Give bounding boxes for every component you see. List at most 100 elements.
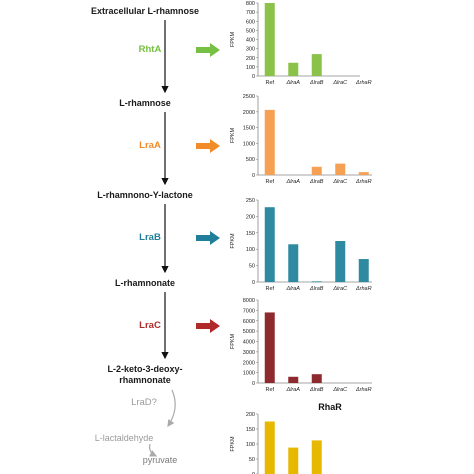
y-axis-label: FPKM — [230, 127, 236, 143]
y-tick-label: 800 — [246, 1, 255, 7]
bar-1 — [264, 207, 275, 282]
metabolite-rhamnose: L-rhamnose — [119, 98, 171, 108]
x-tick-label: Ref — [265, 179, 274, 185]
y-axis-label: FPKM — [230, 233, 236, 249]
enzyme-rhta-label: RhtA — [138, 44, 162, 55]
x-tick-label: ΔrhaR — [355, 286, 372, 292]
x-tick-label: ΔlraC — [332, 80, 347, 86]
y-tick-label: 7000 — [243, 308, 255, 314]
bar-2 — [288, 376, 299, 383]
y-tick-label: 1000 — [243, 141, 255, 147]
bar-5 — [358, 172, 369, 175]
y-tick-label: 600 — [246, 19, 255, 25]
y-tick-label: 400 — [246, 38, 255, 44]
bar-5 — [358, 259, 369, 282]
y-tick-label: 1500 — [243, 126, 255, 132]
x-tick-label: Ref — [265, 286, 274, 292]
enzyme-lrac-label: LraC — [139, 320, 161, 331]
y-tick-label: 2000 — [243, 110, 255, 116]
bar-3 — [311, 281, 322, 283]
x-tick-label: ΔrhaR — [355, 387, 372, 393]
y-tick-label: 200 — [246, 214, 255, 220]
y-tick-label: 500 — [246, 157, 255, 163]
x-tick-label: ΔlraB — [309, 80, 324, 86]
y-tick-label: 100 — [246, 247, 255, 253]
y-tick-label: 100 — [246, 65, 255, 71]
x-tick-label: ΔrhaR — [355, 80, 372, 86]
y-axis-label: FPKM — [230, 31, 236, 47]
bar-2 — [288, 447, 299, 474]
x-tick-label: ΔlraB — [309, 286, 324, 292]
bar-3 — [311, 374, 322, 383]
bar-2 — [288, 244, 299, 282]
y-tick-label: 8000 — [243, 298, 255, 304]
bar-1 — [264, 109, 275, 175]
y-tick-label: 1000 — [243, 371, 255, 377]
bar-4 — [335, 241, 346, 282]
y-tick-label: 500 — [246, 28, 255, 34]
chart-rhar-expression: 0 50 100 150 200 FPKM RhaR — [230, 402, 342, 474]
x-tick-label: ΔrhaR — [355, 179, 372, 185]
chart-title: RhaR — [318, 402, 342, 412]
x-tick-label: ΔlraC — [332, 179, 347, 185]
bar-3 — [311, 166, 322, 175]
x-tick-label: ΔlraB — [309, 179, 324, 185]
lrab-arrow-icon — [196, 231, 220, 245]
enzyme-lraa-label: LraA — [139, 140, 161, 151]
metabolite-keto-deoxy-line2: rhamnonate — [119, 375, 171, 385]
bar-3 — [311, 54, 322, 76]
y-tick-label: 6000 — [243, 319, 255, 325]
x-tick-label: ΔlraC — [332, 286, 347, 292]
y-tick-label: 0 — [252, 173, 255, 179]
lrac-arrow-icon — [196, 319, 220, 333]
x-tick-label: Ref — [265, 387, 274, 393]
y-tick-label: 0 — [252, 472, 255, 474]
x-tick-label: Ref — [265, 80, 274, 86]
metabolite-rhamnonate: L-rhamnonate — [114, 278, 175, 288]
bar-1 — [264, 421, 275, 474]
chart-lrac-expression: 0 1000 2000 3000 4000 5000 6000 7000 8000 FPKM Ref… — [230, 298, 372, 393]
y-tick-label: 200 — [246, 412, 255, 418]
enzyme-lrad-label: LraD? — [131, 397, 157, 408]
y-tick-label: 150 — [246, 231, 255, 237]
y-tick-label: 5000 — [243, 329, 255, 335]
y-tick-label: 50 — [249, 457, 255, 463]
y-tick-label: 250 — [246, 198, 255, 204]
rhta-arrow-icon — [196, 43, 220, 57]
y-tick-label: 4000 — [243, 340, 255, 346]
x-tick-label: ΔlraA — [286, 179, 301, 185]
x-tick-label: ΔlraC — [332, 387, 347, 393]
metabolite-pyruvate: pyruvate — [142, 455, 178, 465]
x-tick-label: ΔlraA — [286, 387, 301, 393]
bar-4 — [335, 163, 346, 175]
lraa-arrow-icon — [196, 139, 220, 153]
metabolite-lactaldehyde: L-lactaldehyde — [94, 433, 154, 443]
chart-rhta-expression: 0 100 200 300 400 500 600 700 800 FPKM Ref ΔlraA Δlr… — [230, 1, 372, 86]
metabolite-keto-deoxy-line1: L-2-keto-3-deoxy- — [107, 364, 183, 374]
enzyme-lrab-label: LraB — [139, 232, 161, 243]
y-tick-label: 0 — [252, 74, 255, 80]
arrow-step-6 — [149, 443, 158, 457]
bar-1 — [264, 312, 275, 383]
y-tick-label: 0 — [252, 381, 255, 387]
bar-3 — [311, 440, 322, 474]
y-tick-label: 2500 — [243, 94, 255, 100]
y-axis-label: FPKM — [230, 436, 236, 452]
arrow-step-5 — [167, 389, 176, 427]
chart-lraa-expression: 0 500 1000 1500 2000 2500 FPKM Ref ΔlraA ΔlraB Δlr… — [230, 94, 372, 185]
y-tick-label: 3000 — [243, 350, 255, 356]
bar-2 — [288, 62, 299, 76]
y-axis-label: FPKM — [230, 333, 236, 349]
y-tick-label: 100 — [246, 442, 255, 448]
y-tick-label: 50 — [249, 264, 255, 270]
y-tick-label: 150 — [246, 427, 255, 433]
metabolite-extracellular-rhamnose: Extracellular L-rhamnose — [90, 6, 200, 16]
y-tick-label: 700 — [246, 10, 255, 16]
y-tick-label: 0 — [252, 280, 255, 286]
metabolite-rhamnono-lactone: L-rhamnono-Y-lactone — [97, 190, 193, 200]
chart-lrab-expression: 0 50 100 150 200 250 FPKM Ref ΔlraA ΔlraB ΔlraC Δrh… — [230, 198, 372, 292]
x-tick-label: ΔlraB — [309, 387, 324, 393]
bar-1 — [264, 3, 275, 76]
y-tick-label: 200 — [246, 56, 255, 62]
